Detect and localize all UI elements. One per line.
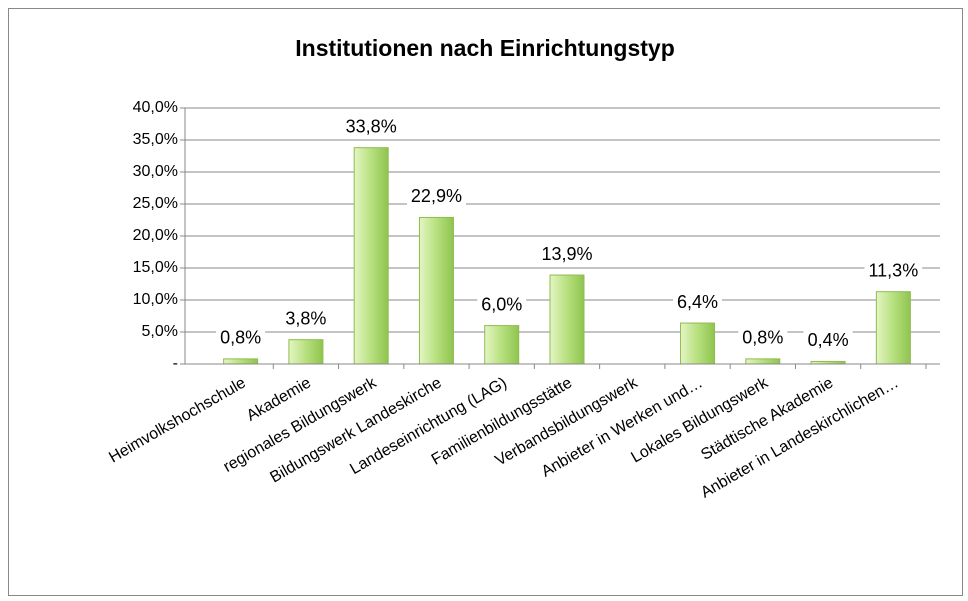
data-label-bg: [281, 308, 331, 331]
data-label: 13,9%: [541, 244, 592, 264]
data-label-bg: [216, 327, 266, 350]
y-tick-label: 40,0%: [133, 99, 178, 116]
data-label: 6,0%: [481, 294, 522, 314]
data-label: 0,4%: [808, 330, 849, 350]
bar: [875, 291, 911, 365]
data-label-bg: [864, 260, 923, 283]
y-tick-label: 30,0%: [133, 163, 178, 180]
bar: [484, 325, 520, 365]
y-tick-label: 20,0%: [133, 227, 178, 244]
y-tick-label: 15,0%: [133, 259, 178, 276]
bar: [353, 147, 389, 365]
data-label-bg: [738, 327, 788, 350]
data-label-bg: [341, 116, 401, 139]
bar: [288, 339, 324, 365]
bar: [549, 274, 585, 365]
data-label-bg: [477, 294, 527, 317]
chart-title: Institutionen nach Einrichtungstyp: [295, 35, 675, 61]
y-tick-label: -: [173, 355, 178, 372]
data-label: 0,8%: [742, 328, 783, 348]
y-tick-label: 35,0%: [133, 131, 178, 148]
data-label: 0,8%: [220, 328, 261, 348]
data-label: 3,8%: [285, 308, 326, 328]
bar: [418, 216, 454, 365]
y-tick-label: 25,0%: [133, 195, 178, 212]
data-label: 11,3%: [869, 260, 919, 280]
y-tick-label: 5,0%: [142, 323, 178, 340]
bar: [745, 358, 781, 365]
bar: [223, 358, 259, 365]
data-label-bg: [673, 292, 723, 315]
data-label-bg: [537, 244, 597, 267]
data-label-bg: [803, 330, 853, 353]
y-tick-label: 10,0%: [133, 291, 178, 308]
data-label: 33,8%: [346, 116, 397, 136]
bar: [680, 322, 716, 365]
data-label: 6,4%: [677, 292, 718, 312]
data-label-bg: [406, 186, 466, 209]
data-label: 22,9%: [411, 186, 462, 206]
